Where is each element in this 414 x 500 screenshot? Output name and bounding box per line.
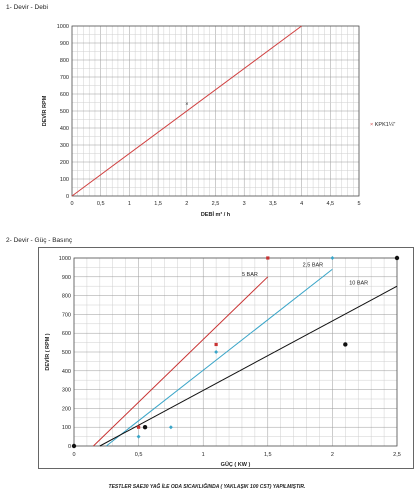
y-tick-label: 300 xyxy=(60,143,69,149)
data-point xyxy=(137,425,141,429)
x-tick-label: 0,5 xyxy=(97,201,105,207)
series-line xyxy=(71,25,302,197)
data-point xyxy=(214,350,219,354)
y-tick-label: 700 xyxy=(60,75,69,81)
y-tick-label: 100 xyxy=(62,425,71,431)
x-tick-label: 0,5 xyxy=(135,452,143,458)
data-point xyxy=(71,443,77,449)
y-tick-label: 600 xyxy=(60,92,69,98)
trend-line xyxy=(99,285,398,447)
y-tick-label: 800 xyxy=(62,294,71,300)
y-tick-label: 400 xyxy=(62,369,71,375)
y-tick-label: 600 xyxy=(62,331,71,337)
y-tick-label: 400 xyxy=(60,126,69,132)
y-tick-label: 1000 xyxy=(59,256,71,262)
legend-marker: × xyxy=(370,122,374,128)
plot-area-border xyxy=(71,25,360,197)
plot-area-border xyxy=(73,257,398,447)
data-point xyxy=(343,342,348,347)
x-tick-label: 0 xyxy=(70,201,73,207)
x-tick-label: 2,5 xyxy=(212,201,220,207)
y-tick-label: 700 xyxy=(62,312,71,318)
x-tick-label: 3 xyxy=(243,201,246,207)
x-tick-label: 1 xyxy=(128,201,131,207)
x-axis-label: GÜÇ ( KW ) xyxy=(221,461,251,468)
section-1-title: 1- Devir - Debi xyxy=(6,4,48,11)
x-tick-label: 5 xyxy=(357,201,360,207)
x-tick-label: 2 xyxy=(331,452,334,458)
x-axis-label: DEBİ m³ / h xyxy=(201,211,231,218)
y-tick-label: 200 xyxy=(62,406,71,412)
x-tick-label: 1 xyxy=(202,452,205,458)
y-tick-label: 0 xyxy=(66,194,69,200)
x-tick-label: 4 xyxy=(300,201,303,207)
y-tick-label: 0 xyxy=(68,444,71,450)
trend-line xyxy=(105,268,333,447)
y-tick-label: 500 xyxy=(62,350,71,356)
y-tick-label: 800 xyxy=(60,58,69,64)
chart-devir-debi: 0 0,5 1 1,5 2 2,5 3 3,5 4 4,5 5 0 100 200 300 400 500 600… xyxy=(41,24,361,218)
y-axis-label: DEVİR ( RPM ) xyxy=(44,333,51,370)
x-tick-label: 4,5 xyxy=(326,201,334,207)
y-tick-label: 900 xyxy=(60,41,69,47)
chart1-legend: × KPK1¼" xyxy=(370,122,395,128)
y-tick-label: 1000 xyxy=(57,24,69,30)
trend-line-label: 5 BAR xyxy=(242,272,258,278)
data-point xyxy=(214,342,218,347)
trend-line-label: 2,5 BAR xyxy=(303,262,324,268)
y-tick-label: 100 xyxy=(60,177,69,183)
x-tick-label: 2 xyxy=(185,201,188,207)
x-tick-label: 3,5 xyxy=(269,201,277,207)
section-2-title: 2- Devir - Güç - Basınç xyxy=(6,237,73,244)
legend-label: KPK1¼" xyxy=(374,122,396,128)
data-point xyxy=(330,256,335,260)
data-point xyxy=(266,256,270,260)
y-tick-label: 900 xyxy=(62,275,71,281)
trend-line xyxy=(93,276,269,447)
footnote: TESTLER SAE30 YAĞ İLE ODA SICAKLIĞINDA (… xyxy=(108,484,306,490)
y-tick-label: 200 xyxy=(60,160,69,166)
data-point xyxy=(142,425,148,430)
data-point xyxy=(394,255,400,261)
data-point xyxy=(168,425,173,430)
x-tick-label: 0 xyxy=(72,452,75,458)
x-tick-label: 1,5 xyxy=(154,201,162,207)
y-tick-label: 300 xyxy=(62,388,71,394)
y-axis-label: DEVİR RPM xyxy=(41,95,48,126)
y-tick-label: 500 xyxy=(60,109,69,115)
x-tick-label: 2,5 xyxy=(393,452,401,458)
data-point xyxy=(136,434,141,439)
trend-line-label: 10 BAR xyxy=(349,280,368,286)
x-tick-label: 1,5 xyxy=(264,452,272,458)
data-marker: × xyxy=(185,101,188,107)
